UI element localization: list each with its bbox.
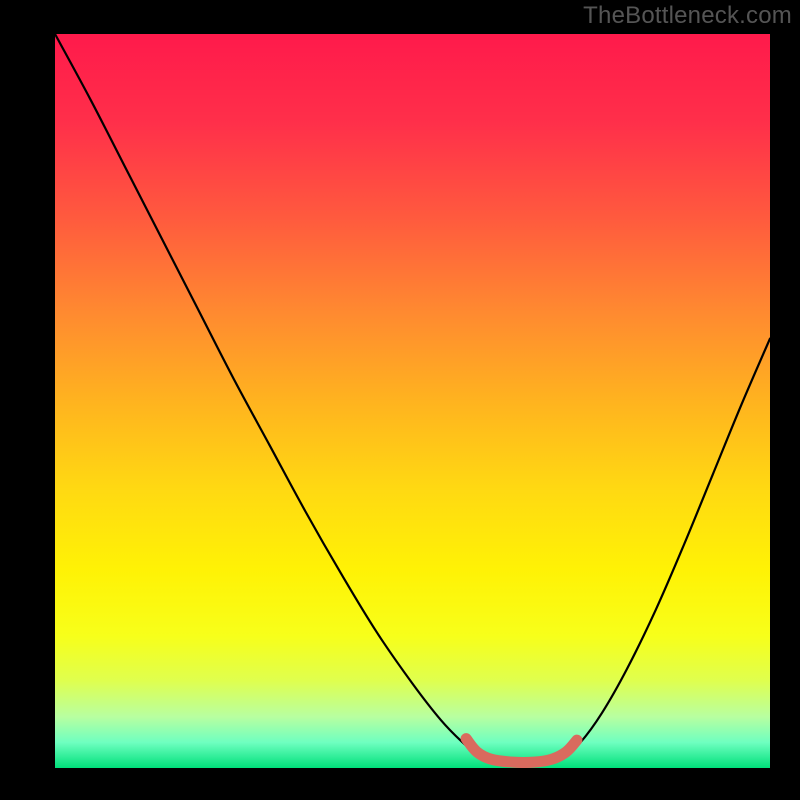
watermark-text: TheBottleneck.com (583, 2, 792, 30)
gradient-background (55, 34, 770, 768)
chart-frame: TheBottleneck.com (0, 0, 800, 800)
bottleneck-curve-chart (0, 0, 800, 800)
